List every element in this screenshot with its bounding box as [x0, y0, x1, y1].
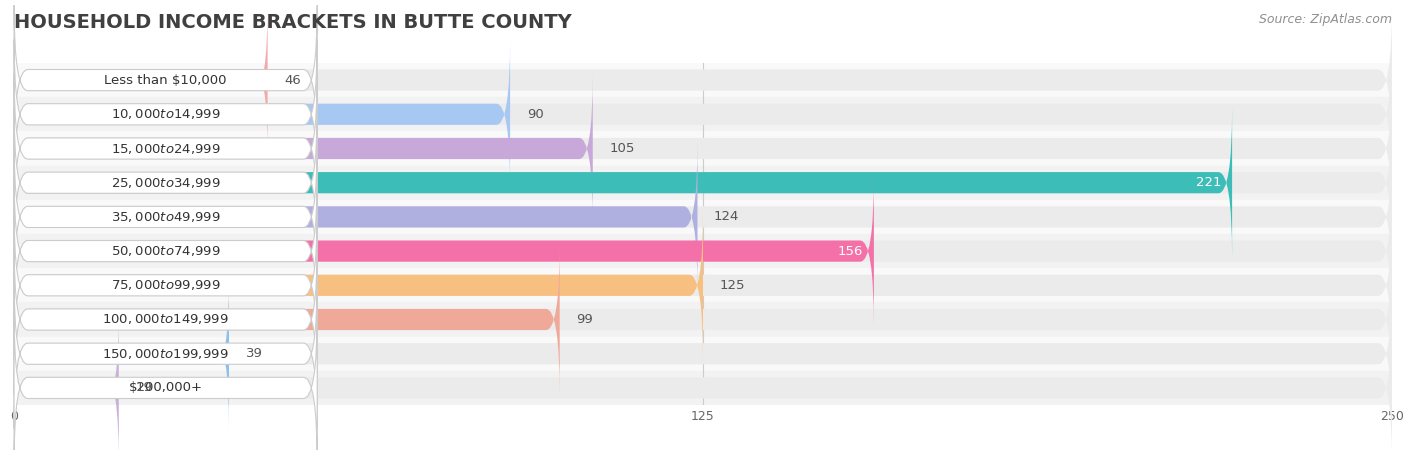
FancyBboxPatch shape: [14, 74, 1392, 223]
Text: $25,000 to $34,999: $25,000 to $34,999: [111, 176, 221, 190]
FancyBboxPatch shape: [14, 279, 229, 428]
FancyBboxPatch shape: [14, 108, 1392, 257]
FancyBboxPatch shape: [14, 313, 318, 450]
Text: HOUSEHOLD INCOME BRACKETS IN BUTTE COUNTY: HOUSEHOLD INCOME BRACKETS IN BUTTE COUNT…: [14, 14, 572, 32]
Text: 125: 125: [720, 279, 745, 292]
Text: 221: 221: [1195, 176, 1220, 189]
Text: 39: 39: [246, 347, 263, 360]
FancyBboxPatch shape: [14, 5, 1392, 155]
Text: 99: 99: [576, 313, 593, 326]
Text: 46: 46: [284, 74, 301, 86]
FancyBboxPatch shape: [14, 176, 875, 326]
FancyBboxPatch shape: [14, 313, 118, 450]
FancyBboxPatch shape: [14, 40, 510, 189]
Bar: [14, 337, 1392, 371]
Text: $75,000 to $99,999: $75,000 to $99,999: [111, 278, 221, 293]
FancyBboxPatch shape: [14, 279, 1392, 428]
FancyBboxPatch shape: [14, 176, 318, 326]
FancyBboxPatch shape: [14, 245, 318, 394]
FancyBboxPatch shape: [14, 245, 560, 394]
Text: 19: 19: [135, 382, 152, 394]
FancyBboxPatch shape: [14, 211, 1392, 360]
FancyBboxPatch shape: [14, 142, 318, 292]
Bar: [14, 166, 1392, 200]
Text: 105: 105: [609, 142, 634, 155]
Text: $35,000 to $49,999: $35,000 to $49,999: [111, 210, 221, 224]
Text: 156: 156: [838, 245, 863, 257]
Text: $50,000 to $74,999: $50,000 to $74,999: [111, 244, 221, 258]
Text: Less than $10,000: Less than $10,000: [104, 74, 226, 86]
FancyBboxPatch shape: [14, 142, 1392, 292]
Bar: [14, 371, 1392, 405]
Bar: [14, 63, 1392, 97]
FancyBboxPatch shape: [14, 211, 318, 360]
FancyBboxPatch shape: [14, 5, 267, 155]
Text: 124: 124: [714, 211, 740, 223]
Text: Source: ZipAtlas.com: Source: ZipAtlas.com: [1258, 14, 1392, 27]
Bar: [14, 97, 1392, 131]
FancyBboxPatch shape: [14, 313, 1392, 450]
FancyBboxPatch shape: [14, 108, 318, 257]
Text: $10,000 to $14,999: $10,000 to $14,999: [111, 107, 221, 122]
FancyBboxPatch shape: [14, 5, 318, 155]
Text: $200,000+: $200,000+: [128, 382, 202, 394]
FancyBboxPatch shape: [14, 74, 593, 223]
FancyBboxPatch shape: [14, 108, 1232, 257]
Bar: [14, 234, 1392, 268]
Text: 90: 90: [527, 108, 543, 121]
FancyBboxPatch shape: [14, 245, 1392, 394]
Text: $150,000 to $199,999: $150,000 to $199,999: [103, 346, 229, 361]
FancyBboxPatch shape: [14, 279, 318, 428]
FancyBboxPatch shape: [14, 176, 1392, 326]
Bar: [14, 302, 1392, 337]
Text: $15,000 to $24,999: $15,000 to $24,999: [111, 141, 221, 156]
Text: $100,000 to $149,999: $100,000 to $149,999: [103, 312, 229, 327]
FancyBboxPatch shape: [14, 40, 318, 189]
Bar: [14, 268, 1392, 302]
Bar: [14, 131, 1392, 166]
FancyBboxPatch shape: [14, 211, 703, 360]
FancyBboxPatch shape: [14, 40, 1392, 189]
FancyBboxPatch shape: [14, 142, 697, 292]
FancyBboxPatch shape: [14, 74, 318, 223]
Bar: [14, 200, 1392, 234]
